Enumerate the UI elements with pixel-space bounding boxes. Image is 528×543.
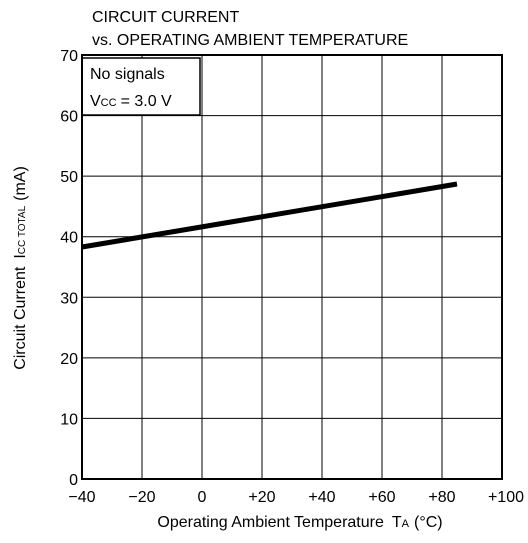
- y-axis-label: Circuit Current ICC TOTAL (mA): [12, 166, 29, 370]
- annotation-vcc: VCC = 3.0 V: [90, 93, 172, 110]
- x-tick-label: +20: [248, 489, 275, 506]
- y-tick-label: 60: [60, 109, 78, 126]
- series: [81, 181, 458, 250]
- y-axis-symbol-sub: CC TOTAL: [17, 205, 28, 254]
- y-axis-symbol: I: [12, 254, 29, 258]
- x-axis-unit: (°C): [414, 514, 443, 531]
- grid: [82, 55, 502, 479]
- annotation-frame: [81, 57, 201, 116]
- x-tick-label: +40: [308, 489, 335, 506]
- y-tick-label: 50: [60, 169, 78, 186]
- y-tick-label: 10: [60, 411, 78, 428]
- chart-title-line2: vs. OPERATING AMBIENT TEMPERATURE: [92, 32, 408, 49]
- y-tick-labels: 0 10 20 30 40 50 60 70: [60, 48, 78, 489]
- y-tick-label: 20: [60, 351, 78, 368]
- y-tick-label: 40: [60, 230, 78, 247]
- x-axis-label-text: Operating Ambient Temperature: [157, 514, 384, 531]
- chart-title-line1: CIRCUIT CURRENT: [92, 9, 239, 26]
- annotation-vcc-symbol: V: [90, 93, 101, 110]
- x-axis-symbol-sub: A: [402, 518, 410, 530]
- x-tick-label: −40: [68, 489, 95, 506]
- y-axis-label-text: Circuit Current: [12, 266, 29, 370]
- x-axis-symbol: T: [392, 514, 402, 531]
- x-tick-label: 0: [198, 489, 207, 506]
- x-tick-label: +100: [488, 489, 524, 506]
- series-line-0: [81, 181, 458, 250]
- annotation-box: No signals VCC = 3.0 V: [81, 57, 201, 116]
- annotation-vcc-sub: CC: [101, 97, 117, 109]
- y-axis-unit: (mA): [12, 166, 29, 201]
- y-tick-label: 0: [69, 472, 78, 489]
- x-tick-label: +80: [428, 489, 455, 506]
- y-tick-label: 30: [60, 290, 78, 307]
- y-tick-label: 70: [60, 48, 78, 65]
- x-tick-label: −20: [128, 489, 155, 506]
- x-tick-labels: −40 −20 0 +20 +40 +60 +80 +100: [68, 489, 524, 506]
- x-tick-label: +60: [368, 489, 395, 506]
- annotation-vcc-value: = 3.0 V: [121, 93, 172, 110]
- annotation-no-signals: No signals: [90, 66, 165, 83]
- x-axis-label: Operating Ambient Temperature TA (°C): [157, 514, 442, 531]
- plot-frame: [81, 54, 503, 480]
